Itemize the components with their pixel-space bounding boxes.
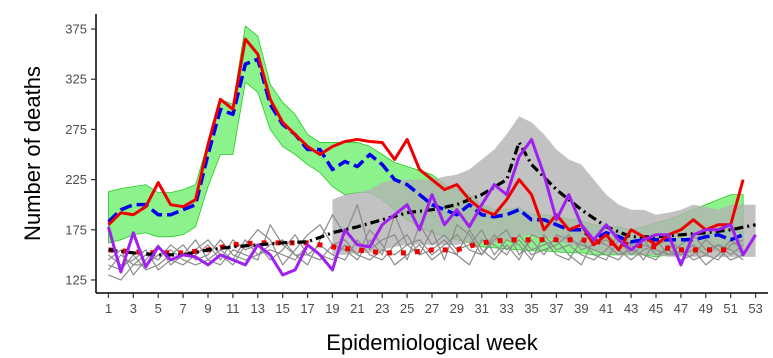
x-tick-label-21: 21 <box>350 301 364 316</box>
x-tick-label-37: 37 <box>549 301 563 316</box>
series-blue-dashed-1 <box>107 57 744 244</box>
x-tick-label-27: 27 <box>425 301 439 316</box>
x-tick-label-53: 53 <box>748 301 762 316</box>
x-tick-label-15: 15 <box>275 301 289 316</box>
x-tick-label-13: 13 <box>251 301 265 316</box>
x-tick-label-45: 45 <box>649 301 663 316</box>
series-red-solid-0 <box>107 37 745 252</box>
x-tick-label-31: 31 <box>475 301 489 316</box>
x-tick-label-1: 1 <box>105 301 112 316</box>
x-tick-label-9: 9 <box>204 301 211 316</box>
y-axis-title: Number of deaths <box>20 66 45 241</box>
series-purple-solid-2 <box>106 137 757 277</box>
y-tick-label-275: 275 <box>65 122 87 137</box>
x-tick-label-33: 33 <box>499 301 513 316</box>
series-gray-thin-6 <box>108 204 744 276</box>
x-tick-label-51: 51 <box>723 301 737 316</box>
x-tick-label-35: 35 <box>524 301 538 316</box>
x-tick-label-23: 23 <box>375 301 389 316</box>
y-tick-label-175: 175 <box>65 222 87 237</box>
x-tick-label-43: 43 <box>624 301 638 316</box>
y-tick-label-325: 325 <box>65 72 87 87</box>
x-tick-label-39: 39 <box>574 301 588 316</box>
x-tick-label-19: 19 <box>325 301 339 316</box>
main-series-lines <box>106 37 757 277</box>
y-axis-ticks: 125 175 225 275 325 375 <box>65 22 96 287</box>
x-tick-label-47: 47 <box>674 301 688 316</box>
band-gray-1 <box>332 116 756 257</box>
series-red-dotted-4 <box>108 237 731 256</box>
x-tick-label-17: 17 <box>300 301 314 316</box>
x-tick-label-29: 29 <box>450 301 464 316</box>
x-tick-label-11: 11 <box>226 301 240 316</box>
x-tick-label-7: 7 <box>179 301 186 316</box>
series-gray-thin-8 <box>108 229 744 271</box>
x-tick-label-3: 3 <box>130 301 137 316</box>
x-tick-label-5: 5 <box>155 301 162 316</box>
x-tick-label-25: 25 <box>400 301 414 316</box>
series-gray-thin-9 <box>107 234 744 271</box>
confidence-bands <box>108 25 756 258</box>
x-axis-ticks: 1 3 5 7 9 11 13 15 17 19 21 23 25 27 29 31 33 35 37 39 41 43 4… <box>105 293 763 316</box>
y-tick-label-125: 125 <box>65 272 87 287</box>
x-axis-title: Epidemiological week <box>326 330 539 355</box>
y-tick-label-225: 225 <box>65 172 87 187</box>
y-tick-label-375: 375 <box>65 22 87 37</box>
x-tick-label-49: 49 <box>699 301 713 316</box>
x-tick-label-41: 41 <box>599 301 613 316</box>
